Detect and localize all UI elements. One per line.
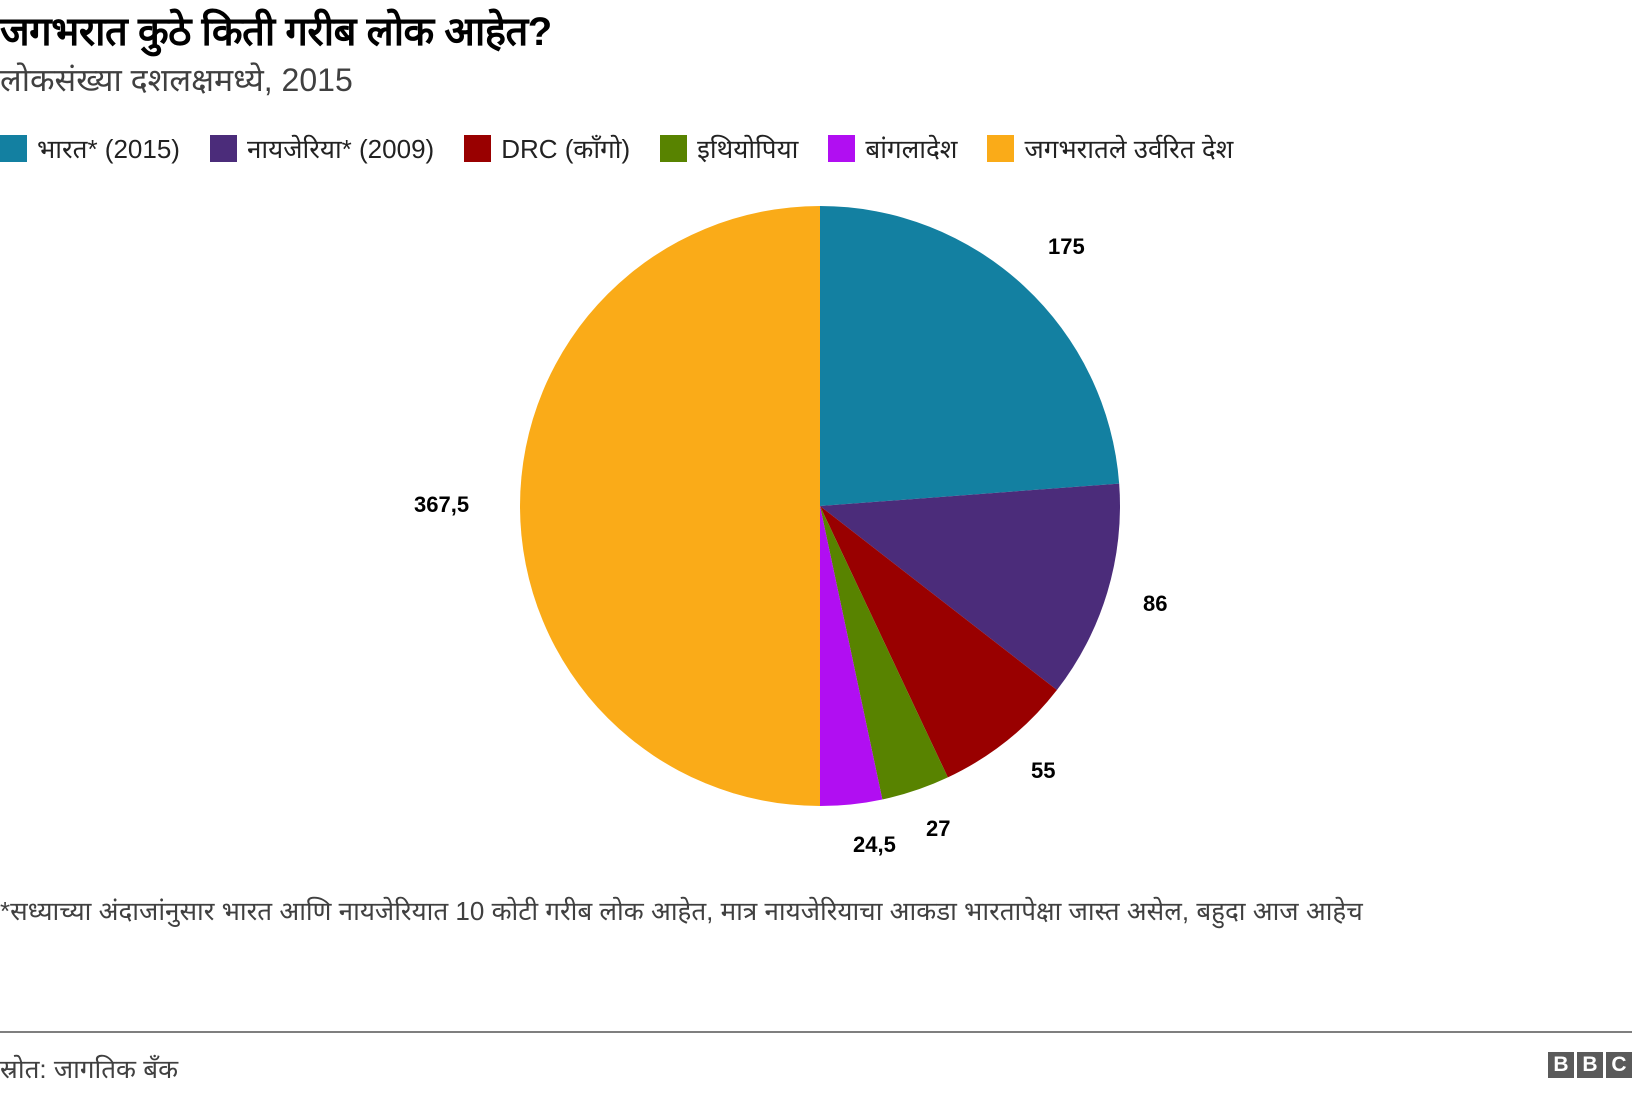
footnote: *सध्याच्या अंदाजांनुसार भारत आणि नायजेरि…	[0, 896, 1363, 926]
chart-title: जगभरात कुठे किती गरीब लोक आहेत?	[0, 10, 552, 54]
value-label-bangladesh: 24,5	[853, 832, 896, 857]
pie-slice-rest-of-world	[520, 206, 820, 806]
pie-slice-nigeria	[820, 483, 1120, 691]
legend-item-rest-of-world: जगभरातले उर्वरित देश	[987, 130, 1233, 166]
legend-swatch	[660, 134, 688, 162]
bbc-logo-letter: B	[1548, 1052, 1574, 1078]
bbc-logo-letter: B	[1577, 1052, 1603, 1078]
value-label-ethiopia: 27	[926, 816, 950, 841]
chart-subtitle: लोकसंख्या दशलक्षमध्ये, 2015	[0, 62, 353, 98]
legend-swatch	[0, 134, 27, 162]
legend-swatch	[464, 134, 492, 162]
footer-divider	[0, 1031, 1632, 1033]
value-label-nigeria: 86	[1143, 591, 1167, 616]
pie-slice-drc	[820, 506, 1057, 778]
value-label-drc: 55	[1031, 758, 1055, 783]
value-label-india: 175	[1048, 234, 1085, 259]
legend-swatch	[209, 134, 237, 162]
bbc-logo: B B C	[1548, 1052, 1632, 1078]
legend-label: जगभरातले उर्वरित देश	[1024, 134, 1234, 164]
legend-label: नायजेरिया* (2009)	[246, 134, 435, 164]
pie-slice-india	[820, 206, 1120, 506]
legend-item-ethiopia: इथियोपिया	[660, 130, 798, 166]
value-label-rest-of-world: 367,5	[414, 492, 469, 517]
legend-label: इथियोपिया	[697, 134, 799, 164]
pie-slice-bangladesh	[820, 506, 883, 806]
legend-swatch	[987, 134, 1015, 162]
pie-chart: 175 86 55 27 24,5 367,5	[414, 206, 1167, 857]
pie-slices	[520, 206, 1120, 806]
legend: भारत* (2015) नायजेरिया* (2009) DRC (कॉंग…	[0, 130, 1233, 166]
legend-item-nigeria: नायजेरिया* (2009)	[209, 130, 435, 166]
legend-swatch	[828, 134, 856, 162]
legend-label: भारत* (2015)	[37, 134, 180, 164]
legend-item-india: भारत* (2015)	[0, 130, 180, 166]
source-text: स्रोत: जागतिक बँक	[0, 1054, 179, 1084]
legend-item-bangladesh: बांगलादेश	[828, 130, 957, 166]
legend-label: बांगलादेश	[865, 134, 958, 164]
legend-item-drc: DRC (कॉंगो)	[464, 130, 630, 166]
bbc-logo-letter: C	[1606, 1052, 1632, 1078]
legend-label: DRC (कॉंगो)	[501, 134, 631, 164]
pie-slice-ethiopia	[820, 506, 948, 800]
